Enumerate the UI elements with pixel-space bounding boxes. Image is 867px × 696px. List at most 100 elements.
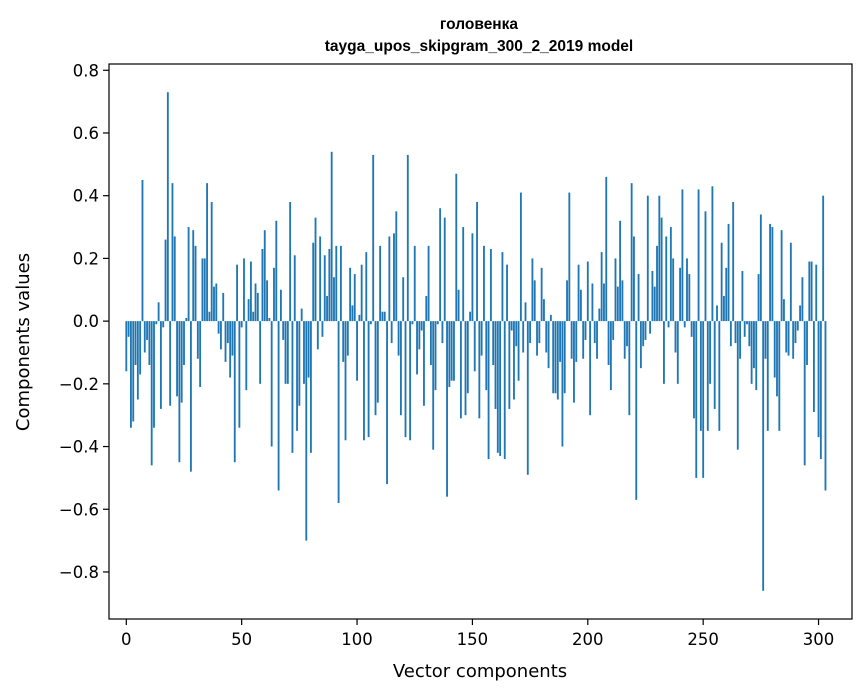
bar	[778, 321, 781, 431]
bar	[166, 92, 169, 322]
bar	[736, 321, 739, 450]
bar	[695, 321, 698, 478]
bar	[780, 230, 783, 322]
bar	[489, 249, 492, 322]
bar	[494, 321, 497, 409]
bar	[180, 321, 183, 403]
y-tick-label: 0.0	[73, 312, 99, 331]
bar	[543, 299, 545, 322]
bar	[630, 183, 633, 322]
x-tick-label: 50	[231, 630, 252, 649]
bar	[766, 321, 769, 431]
bar	[709, 321, 712, 384]
bar	[817, 321, 820, 438]
bars-group	[125, 92, 827, 591]
bar	[300, 308, 303, 322]
bar	[284, 321, 287, 384]
bar	[485, 321, 488, 391]
bar	[464, 321, 467, 416]
bar	[549, 314, 552, 322]
bar	[540, 267, 543, 322]
y-tick-label: −0.8	[59, 563, 99, 582]
x-tick-label: 100	[341, 630, 373, 649]
bar	[243, 258, 245, 322]
bar	[729, 321, 732, 347]
bar	[335, 245, 338, 322]
bar	[224, 321, 227, 362]
y-axis-label: Components values	[13, 253, 34, 431]
bar	[607, 321, 610, 366]
bar	[261, 249, 264, 322]
bar	[185, 317, 188, 322]
bar	[679, 267, 682, 322]
bar	[201, 258, 204, 322]
bar	[626, 321, 628, 347]
bar	[393, 233, 395, 322]
bar	[256, 292, 259, 322]
bar	[316, 321, 319, 350]
bar	[764, 321, 767, 359]
bar	[229, 321, 232, 378]
bar	[492, 321, 495, 366]
bar	[639, 321, 642, 369]
bar	[245, 321, 248, 391]
bar	[349, 267, 352, 322]
bar	[381, 311, 384, 322]
bar	[734, 321, 737, 344]
bar	[291, 321, 294, 453]
bar	[164, 239, 167, 322]
bar	[266, 280, 268, 322]
bar	[127, 321, 130, 337]
bar	[404, 321, 407, 438]
bar	[194, 245, 197, 322]
bar	[411, 321, 414, 325]
bar	[420, 321, 423, 331]
bar	[141, 180, 144, 322]
bar	[531, 258, 534, 322]
bar	[683, 321, 686, 328]
bar	[755, 321, 758, 391]
bar	[326, 296, 328, 322]
bar	[383, 311, 386, 322]
bar	[656, 245, 658, 322]
bar	[628, 321, 631, 416]
y-tick-label: 0.6	[73, 124, 99, 143]
y-tick-label: −0.2	[59, 375, 99, 394]
bar	[575, 321, 578, 362]
bar	[425, 296, 428, 322]
bar	[369, 321, 372, 325]
bar	[213, 286, 215, 322]
bar	[443, 217, 446, 322]
bar	[681, 189, 684, 322]
bar	[466, 321, 469, 394]
bar	[423, 321, 425, 406]
bar	[374, 321, 377, 416]
x-tick-label: 150	[457, 630, 489, 649]
bar	[360, 264, 363, 322]
bar	[757, 274, 760, 322]
bar	[319, 236, 322, 322]
bar	[704, 211, 707, 322]
bar	[367, 321, 370, 438]
bar	[787, 321, 790, 356]
bar	[510, 321, 513, 331]
bar	[298, 321, 301, 406]
bar	[233, 321, 236, 463]
bar	[674, 321, 677, 353]
bar	[289, 201, 292, 322]
bar	[247, 299, 250, 322]
bar	[792, 321, 795, 359]
bar	[651, 270, 654, 322]
bar	[333, 277, 335, 322]
bar	[286, 321, 289, 384]
bar	[808, 261, 811, 322]
bar	[270, 321, 273, 447]
bar	[547, 321, 550, 369]
bar	[139, 321, 142, 375]
bar	[785, 321, 788, 353]
bar	[586, 261, 589, 322]
bar	[669, 227, 672, 322]
bar	[238, 321, 241, 428]
bar	[169, 321, 172, 406]
bar	[672, 258, 675, 322]
